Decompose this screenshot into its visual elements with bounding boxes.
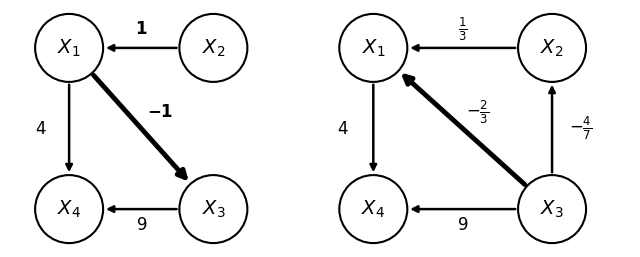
Text: $X_4$: $X_4$ — [362, 198, 385, 220]
Ellipse shape — [339, 175, 407, 243]
Text: $9$: $9$ — [136, 216, 147, 234]
Ellipse shape — [179, 14, 248, 82]
Text: $-\frac{4}{7}$: $-\frac{4}{7}$ — [568, 115, 592, 142]
Ellipse shape — [518, 14, 586, 82]
Text: $X_1$: $X_1$ — [58, 37, 81, 59]
Text: $4$: $4$ — [337, 120, 349, 137]
Text: $X_3$: $X_3$ — [202, 198, 225, 220]
Ellipse shape — [35, 14, 103, 82]
Text: $X_2$: $X_2$ — [202, 37, 225, 59]
Text: $9$: $9$ — [457, 216, 468, 234]
Ellipse shape — [179, 175, 248, 243]
Text: $X_3$: $X_3$ — [540, 198, 564, 220]
Text: $\mathbf{1}$: $\mathbf{1}$ — [135, 20, 147, 38]
Text: $-\frac{2}{3}$: $-\frac{2}{3}$ — [467, 98, 490, 126]
Text: $\frac{1}{3}$: $\frac{1}{3}$ — [458, 15, 467, 43]
Ellipse shape — [339, 14, 407, 82]
Text: $X_4$: $X_4$ — [57, 198, 81, 220]
Text: $X_2$: $X_2$ — [540, 37, 564, 59]
Text: $\mathbf{-1}$: $\mathbf{-1}$ — [147, 103, 173, 121]
Ellipse shape — [518, 175, 586, 243]
Text: $X_1$: $X_1$ — [362, 37, 385, 59]
Ellipse shape — [35, 175, 103, 243]
Text: $4$: $4$ — [35, 120, 47, 137]
